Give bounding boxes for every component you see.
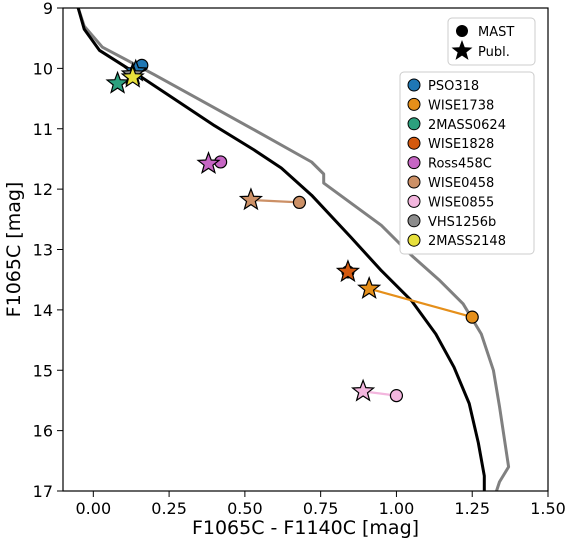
gray-solid-curve <box>76 7 511 492</box>
legend-swatch-ross458c <box>407 156 421 170</box>
x-tick-label: 0.75 <box>303 499 339 518</box>
legend-swatch-wise1828 <box>407 136 421 150</box>
y-tick-label: 9 <box>43 0 53 18</box>
legend-star-marker <box>451 40 473 60</box>
connector-wise1738 <box>368 287 473 319</box>
legend-swatch-wise0458 <box>407 175 421 189</box>
y-tick-label: 14 <box>33 301 53 320</box>
connector-wise0458 <box>250 198 300 204</box>
y-tick-label: 16 <box>33 422 53 441</box>
x-tick-label: 0.00 <box>76 499 112 518</box>
x-tick-label: 1.00 <box>379 499 415 518</box>
y-tick-label: 15 <box>33 361 53 380</box>
object-legend: PSO318 WISE1738 2MASS0624 WISE1828 Ross458C W… <box>399 71 535 255</box>
marker-legend: MAST Publ. <box>447 17 536 66</box>
legend-swatch-wise0855 <box>407 194 421 208</box>
publ-point-ross458c <box>196 151 221 175</box>
legend-swatch-2mass2148 <box>407 233 421 247</box>
y-tick-label: 12 <box>33 180 53 199</box>
x-tick-label: 0.50 <box>227 499 263 518</box>
legend-label-wise0855: WISE0855 <box>428 195 494 210</box>
legend-label-2mass0624: 2MASS0624 <box>428 118 506 133</box>
x-tick-label: 1.25 <box>454 499 490 518</box>
mast-point-wise1738 <box>465 310 479 324</box>
data-markers <box>105 58 479 403</box>
publ-point-wise0855 <box>351 378 376 402</box>
legend-label-wise1738: WISE1738 <box>428 98 494 113</box>
x-axis-label: F1065C - F1140C [mag] <box>192 517 419 539</box>
mast-point-wise0855 <box>389 389 404 403</box>
publ-point-wise1738 <box>357 276 382 300</box>
y-tick-label: 11 <box>33 120 53 139</box>
publ-point-2mass2148 <box>120 64 145 88</box>
object-legend-box <box>399 71 535 255</box>
legend-label-pso318: PSO318 <box>428 79 479 94</box>
legend-label-wise0458: WISE0458 <box>428 176 494 191</box>
legend-circle-marker <box>456 25 468 37</box>
publ-point-wise0458 <box>238 187 264 211</box>
x-tick-label: 0.25 <box>151 499 187 518</box>
legend-swatch-vhs1256b <box>407 214 421 228</box>
legend-label-wise1828: WISE1828 <box>428 137 494 152</box>
x-tick-label: 1.50 <box>530 499 566 518</box>
legend-label-2mass2148: 2MASS2148 <box>428 234 506 249</box>
publ-point-wise1828 <box>335 259 361 283</box>
y-axis-label: F1065C [mag] <box>3 182 25 318</box>
marker-legend-label: MAST <box>478 25 514 40</box>
y-tick-label: 17 <box>33 482 53 501</box>
axis-ticks: 0.00 0.25 0.50 0.75 1.00 1.25 1.50 9 10 11 12 13 14 1… <box>33 0 566 518</box>
legend-label-vhs1256b: VHS1256b <box>428 215 496 230</box>
mast-point-wise0458 <box>292 195 307 210</box>
marker-legend-box <box>447 17 536 66</box>
publ-point-2mass0624 <box>105 70 130 94</box>
legend-label-ross458c: Ross458C <box>428 157 492 172</box>
marker-legend-label: Publ. <box>478 45 510 60</box>
y-tick-label: 13 <box>33 241 53 260</box>
legend-swatch-wise1738 <box>407 97 421 111</box>
y-tick-label: 10 <box>33 59 53 78</box>
legend-swatch-2mass0624 <box>407 117 421 131</box>
legend-swatch-pso318 <box>407 78 421 92</box>
